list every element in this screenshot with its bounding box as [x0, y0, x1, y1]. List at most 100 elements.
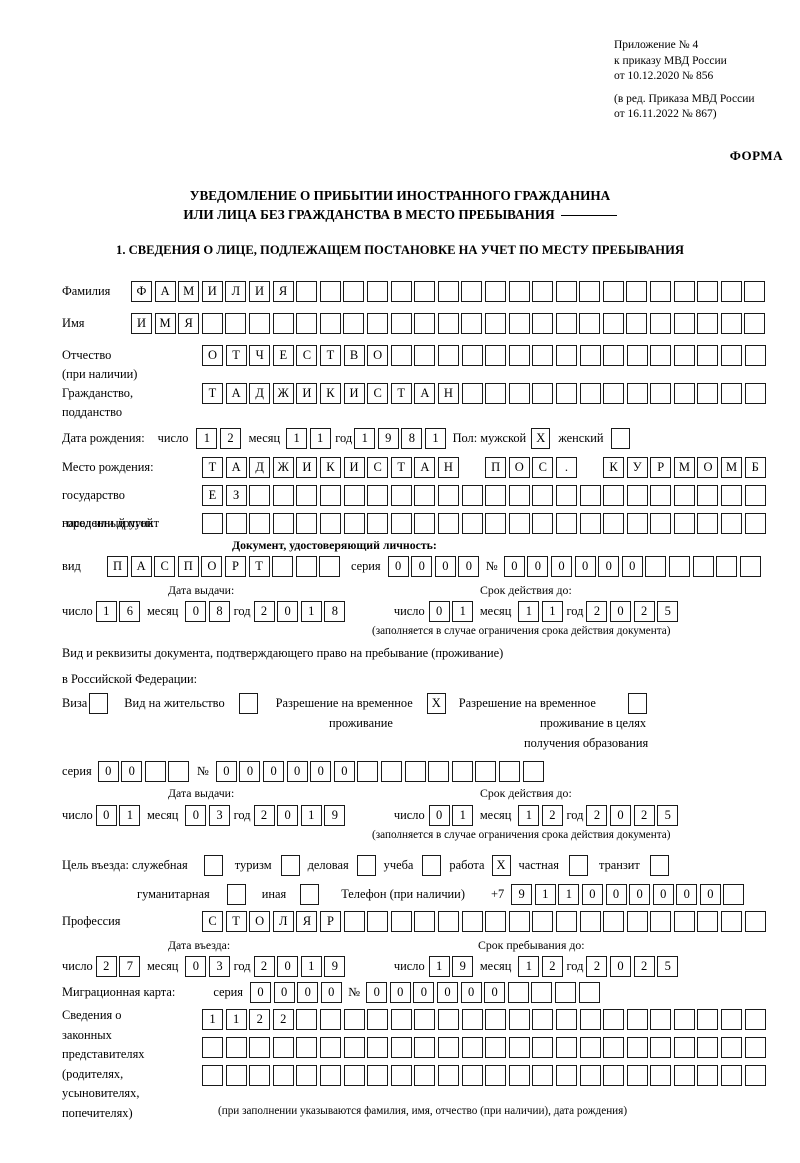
char-cell[interactable] — [650, 313, 672, 334]
char-cell[interactable]: А — [130, 556, 152, 577]
char-cell[interactable]: Т — [248, 556, 270, 577]
char-cell[interactable]: А — [154, 281, 176, 302]
char-cell[interactable] — [390, 485, 412, 506]
char-cell[interactable] — [485, 345, 507, 366]
char-cell[interactable]: К — [603, 457, 625, 478]
char-cell[interactable]: 1 — [286, 428, 308, 449]
char-cell[interactable] — [650, 1037, 672, 1058]
char-cell[interactable] — [697, 485, 719, 506]
char-cell[interactable] — [202, 1065, 223, 1086]
char-cell[interactable] — [475, 761, 497, 782]
char-cell[interactable] — [390, 1009, 412, 1030]
char-cell[interactable]: 2 — [633, 805, 655, 826]
char-cell[interactable]: 0 — [185, 601, 207, 622]
char-cell[interactable]: 2 — [253, 601, 275, 622]
char-cell[interactable]: 0 — [610, 601, 632, 622]
temp-residence-checkbox[interactable]: X — [426, 693, 446, 714]
char-cell[interactable] — [343, 911, 365, 932]
char-cell[interactable] — [367, 1065, 389, 1086]
char-cell[interactable] — [202, 1037, 223, 1058]
char-cell[interactable]: 2 — [586, 956, 608, 977]
legal-representatives-input-3[interactable] — [202, 1065, 768, 1086]
char-cell[interactable]: О — [249, 911, 271, 932]
char-cell[interactable] — [673, 345, 695, 366]
char-cell[interactable] — [461, 313, 483, 334]
char-cell[interactable] — [744, 911, 766, 932]
purpose-study-checkbox[interactable] — [422, 855, 442, 876]
char-cell[interactable] — [721, 485, 743, 506]
char-cell[interactable]: Я — [296, 911, 318, 932]
char-cell[interactable]: О — [508, 457, 530, 478]
char-cell[interactable]: С — [367, 457, 389, 478]
char-cell[interactable]: И — [201, 281, 223, 302]
char-cell[interactable] — [650, 485, 672, 506]
char-cell[interactable] — [343, 313, 365, 334]
char-cell[interactable] — [668, 556, 690, 577]
char-cell[interactable] — [249, 485, 271, 506]
purpose-other-checkbox[interactable] — [300, 884, 320, 905]
char-cell[interactable]: 2 — [95, 956, 117, 977]
char-cell[interactable] — [508, 1009, 530, 1030]
char-cell[interactable]: 8 — [401, 428, 423, 449]
char-cell[interactable] — [555, 345, 577, 366]
char-cell[interactable]: 0 — [629, 884, 651, 905]
char-cell[interactable] — [673, 313, 695, 334]
char-cell[interactable] — [485, 1065, 507, 1086]
char-cell[interactable] — [626, 485, 648, 506]
char-cell[interactable]: 9 — [324, 805, 346, 826]
char-cell[interactable]: 1 — [424, 428, 446, 449]
char-cell[interactable] — [697, 383, 719, 404]
char-cell[interactable]: 0 — [605, 884, 627, 905]
char-cell[interactable] — [272, 313, 294, 334]
char-cell[interactable]: 1 — [452, 601, 474, 622]
char-cell[interactable]: М — [721, 457, 743, 478]
char-cell[interactable] — [414, 313, 436, 334]
char-cell[interactable]: 2 — [249, 1009, 271, 1030]
char-cell[interactable] — [673, 383, 695, 404]
char-cell[interactable] — [437, 345, 459, 366]
char-cell[interactable] — [343, 513, 365, 534]
sex-male-checkbox[interactable]: X — [531, 428, 551, 449]
char-cell[interactable] — [626, 281, 648, 302]
char-cell[interactable] — [602, 313, 624, 334]
char-cell[interactable]: 2 — [633, 601, 655, 622]
char-cell[interactable]: 0 — [574, 556, 596, 577]
char-cell[interactable] — [555, 281, 577, 302]
char-cell[interactable]: 5 — [657, 956, 679, 977]
char-cell[interactable]: 0 — [185, 805, 207, 826]
char-cell[interactable]: 0 — [121, 761, 143, 782]
char-cell[interactable] — [720, 313, 742, 334]
char-cell[interactable] — [485, 1037, 507, 1058]
char-cell[interactable]: 0 — [503, 556, 525, 577]
char-cell[interactable]: 0 — [320, 982, 342, 1003]
char-cell[interactable]: 1 — [95, 601, 117, 622]
char-cell[interactable]: 0 — [95, 805, 117, 826]
char-cell[interactable] — [249, 513, 271, 534]
char-cell[interactable] — [485, 911, 507, 932]
char-cell[interactable] — [697, 313, 719, 334]
char-cell[interactable] — [579, 1065, 601, 1086]
char-cell[interactable]: 0 — [250, 982, 271, 1003]
char-cell[interactable] — [461, 1009, 483, 1030]
char-cell[interactable]: А — [414, 383, 436, 404]
purpose-business-checkbox[interactable] — [356, 855, 376, 876]
char-cell[interactable]: 0 — [277, 601, 299, 622]
char-cell[interactable]: К — [319, 457, 341, 478]
char-cell[interactable]: Ж — [272, 383, 294, 404]
char-cell[interactable] — [343, 1065, 365, 1086]
char-cell[interactable] — [507, 982, 529, 1003]
char-cell[interactable] — [249, 1037, 271, 1058]
char-cell[interactable] — [555, 911, 577, 932]
char-cell[interactable]: 0 — [297, 982, 319, 1003]
